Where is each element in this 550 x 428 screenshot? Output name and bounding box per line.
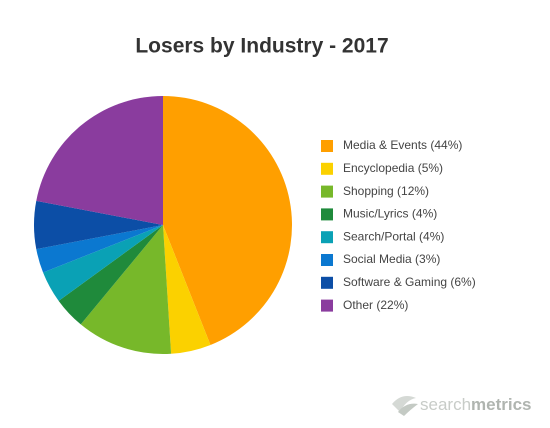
legend-label: Music/Lyrics (4%) — [343, 207, 437, 221]
legend-label: Shopping (12%) — [343, 184, 429, 198]
legend-label: Social Media (3%) — [343, 252, 440, 266]
logo-icon — [398, 403, 418, 416]
logo-icon — [392, 396, 416, 412]
logo-prefix: search — [420, 395, 471, 414]
pie-slice — [58, 225, 163, 325]
chart-title: Losers by Industry - 2017 — [135, 35, 388, 58]
pie-slice — [163, 225, 211, 354]
legend-swatch — [321, 140, 333, 152]
legend-label: Search/Portal (4%) — [343, 229, 444, 243]
pie-slice — [36, 95, 164, 225]
legend-swatch — [321, 185, 333, 198]
legend-label: Software & Gaming (6%) — [343, 275, 476, 289]
pie-slice — [36, 225, 164, 273]
pie-slice — [163, 95, 293, 345]
logo-text: searchmetrics — [420, 395, 532, 414]
legend-swatch — [321, 276, 333, 289]
logo-suffix: metrics — [471, 395, 531, 414]
legend-label: Encyclopedia (5%) — [343, 161, 443, 175]
legend-swatch — [321, 254, 333, 266]
pie-slice — [34, 200, 163, 250]
legend-swatch — [321, 299, 333, 312]
pie-slice — [80, 225, 172, 354]
pie-slice — [43, 225, 163, 301]
legend-label: Media & Events (44%) — [343, 138, 462, 152]
logo: searchmetrics — [392, 395, 532, 416]
legend-swatch — [321, 208, 333, 221]
legend-swatch — [321, 162, 333, 175]
legend-label: Other (22%) — [343, 298, 408, 312]
legend-swatch — [321, 231, 333, 244]
